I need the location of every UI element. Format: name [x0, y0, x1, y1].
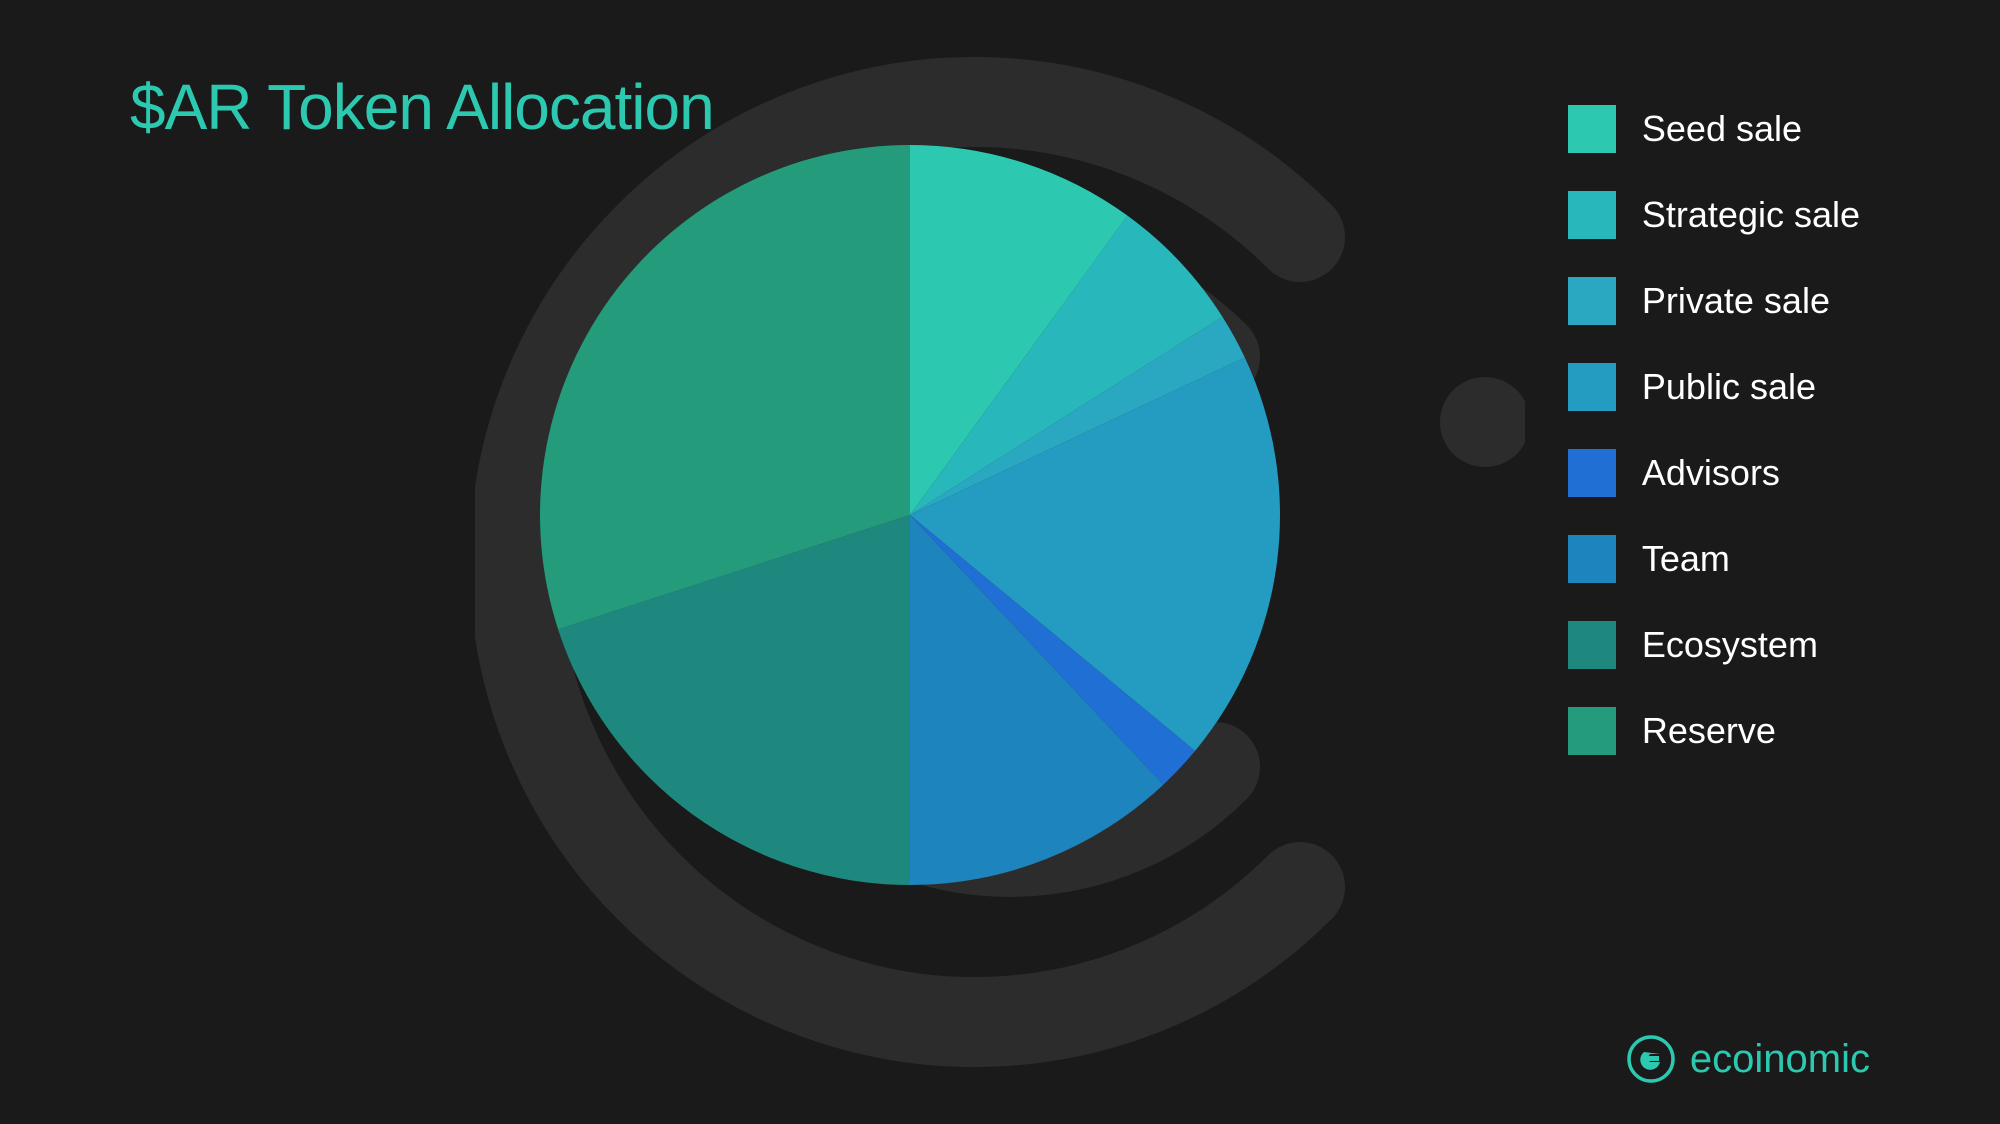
legend-item: Team	[1568, 535, 1860, 583]
page-title: $AR Token Allocation	[130, 70, 714, 144]
legend-item: Seed sale	[1568, 105, 1860, 153]
legend-swatch	[1568, 191, 1616, 239]
legend-label: Advisors	[1642, 452, 1780, 494]
legend-swatch	[1568, 363, 1616, 411]
legend-label: Seed sale	[1642, 108, 1802, 150]
legend-item: Strategic sale	[1568, 191, 1860, 239]
pie-chart	[540, 145, 1280, 885]
brand-icon	[1626, 1034, 1676, 1084]
legend-label: Private sale	[1642, 280, 1830, 322]
legend-label: Strategic sale	[1642, 194, 1860, 236]
legend-item: Ecosystem	[1568, 621, 1860, 669]
brand-name: ecoinomic	[1690, 1037, 1870, 1082]
legend-swatch	[1568, 535, 1616, 583]
legend-swatch	[1568, 277, 1616, 325]
legend-label: Reserve	[1642, 710, 1776, 752]
legend-item: Private sale	[1568, 277, 1860, 325]
legend: Seed sale Strategic sale Private sale Publi…	[1568, 105, 1860, 755]
legend-item: Public sale	[1568, 363, 1860, 411]
legend-item: Reserve	[1568, 707, 1860, 755]
legend-item: Advisors	[1568, 449, 1860, 497]
legend-swatch	[1568, 449, 1616, 497]
legend-label: Team	[1642, 538, 1730, 580]
legend-label: Ecosystem	[1642, 624, 1818, 666]
legend-swatch	[1568, 707, 1616, 755]
brand-logo: ecoinomic	[1626, 1034, 1870, 1084]
legend-swatch	[1568, 105, 1616, 153]
legend-label: Public sale	[1642, 366, 1816, 408]
legend-swatch	[1568, 621, 1616, 669]
